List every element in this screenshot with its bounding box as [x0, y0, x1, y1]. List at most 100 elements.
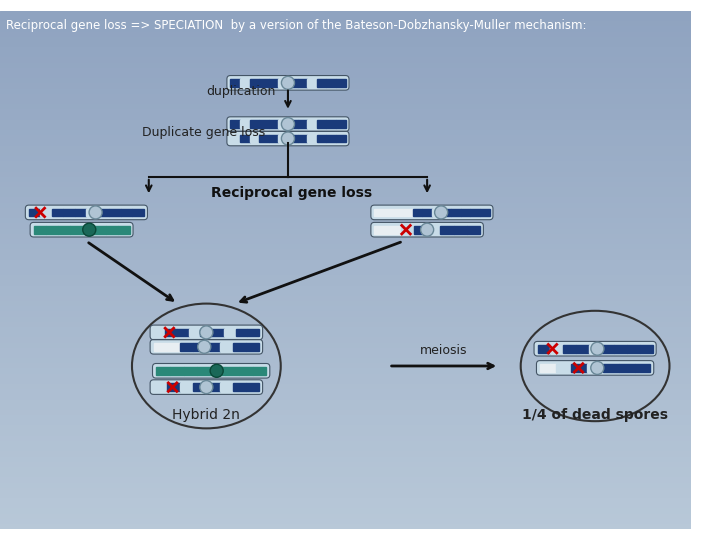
Bar	[0, 31, 691, 37]
Bar	[156, 367, 170, 375]
Bar	[220, 343, 233, 350]
Circle shape	[591, 361, 604, 374]
Bar	[153, 383, 167, 391]
Bar	[220, 383, 233, 391]
Bar	[0, 451, 691, 457]
Bar	[0, 172, 691, 177]
Bar	[279, 79, 288, 87]
Bar	[207, 343, 220, 350]
Bar	[239, 367, 253, 375]
FancyBboxPatch shape	[30, 222, 133, 237]
Bar	[0, 400, 691, 405]
Circle shape	[282, 76, 294, 89]
Bar	[0, 208, 691, 213]
Bar	[248, 328, 259, 336]
Bar	[374, 208, 384, 216]
Bar	[0, 130, 691, 135]
Bar	[0, 353, 691, 358]
Bar	[45, 226, 58, 233]
Bar	[589, 345, 601, 353]
Circle shape	[435, 206, 448, 219]
Bar	[250, 79, 259, 87]
Bar	[63, 208, 75, 216]
Bar	[0, 296, 691, 301]
Bar	[0, 436, 691, 441]
Bar	[0, 68, 691, 73]
Circle shape	[282, 118, 294, 131]
Bar	[0, 415, 691, 420]
Bar	[401, 226, 414, 233]
Bar	[470, 208, 480, 216]
Bar	[0, 441, 691, 446]
Bar	[0, 446, 691, 451]
Bar	[0, 322, 691, 327]
Bar	[387, 226, 401, 233]
Bar	[0, 177, 691, 182]
Bar	[180, 383, 193, 391]
Bar	[0, 467, 691, 472]
Bar	[0, 394, 691, 400]
Bar	[0, 244, 691, 249]
Bar	[29, 208, 40, 216]
Bar	[317, 120, 326, 128]
Bar	[0, 37, 691, 42]
Bar	[166, 328, 177, 336]
Bar	[326, 79, 336, 87]
Bar	[288, 79, 297, 87]
Circle shape	[198, 340, 211, 353]
Bar	[121, 208, 132, 216]
Bar	[432, 208, 441, 216]
Bar	[0, 78, 691, 83]
Bar	[0, 332, 691, 338]
FancyBboxPatch shape	[150, 325, 263, 340]
Bar	[0, 156, 691, 161]
Bar	[94, 226, 106, 233]
Bar	[538, 345, 550, 353]
Bar	[250, 120, 259, 128]
Circle shape	[200, 326, 213, 339]
Bar	[0, 348, 691, 353]
Bar	[0, 477, 691, 483]
Text: Hybrid 2n: Hybrid 2n	[172, 408, 240, 422]
Bar	[288, 120, 297, 128]
Bar	[297, 134, 307, 143]
FancyBboxPatch shape	[534, 341, 656, 356]
Bar	[0, 21, 691, 26]
Bar	[106, 226, 117, 233]
Bar	[153, 328, 166, 336]
Bar	[556, 364, 572, 372]
Bar	[246, 343, 259, 350]
Bar	[0, 306, 691, 312]
Bar	[0, 368, 691, 374]
Bar	[259, 120, 269, 128]
Bar	[540, 364, 556, 372]
Bar	[0, 114, 691, 120]
Bar	[0, 198, 691, 202]
Bar	[0, 161, 691, 166]
Bar	[250, 134, 259, 143]
Bar	[0, 410, 691, 415]
Bar	[414, 226, 427, 233]
Bar	[550, 345, 563, 353]
Bar	[0, 514, 691, 519]
Bar	[384, 208, 394, 216]
Text: 1/4 of dead spores: 1/4 of dead spores	[522, 408, 668, 422]
Bar	[177, 328, 189, 336]
Bar	[326, 134, 336, 143]
Circle shape	[282, 132, 294, 145]
Bar	[153, 343, 167, 350]
Bar	[480, 208, 490, 216]
Bar	[394, 208, 403, 216]
Bar	[0, 389, 691, 394]
Bar	[75, 208, 86, 216]
Bar	[200, 328, 212, 336]
Bar	[0, 431, 691, 436]
Circle shape	[89, 206, 102, 219]
Bar	[336, 134, 346, 143]
Text: Reciprocal gene loss: Reciprocal gene loss	[211, 186, 372, 200]
Bar	[572, 364, 588, 372]
Bar	[167, 383, 180, 391]
Bar	[601, 345, 614, 353]
Bar	[98, 208, 109, 216]
Bar	[167, 343, 180, 350]
